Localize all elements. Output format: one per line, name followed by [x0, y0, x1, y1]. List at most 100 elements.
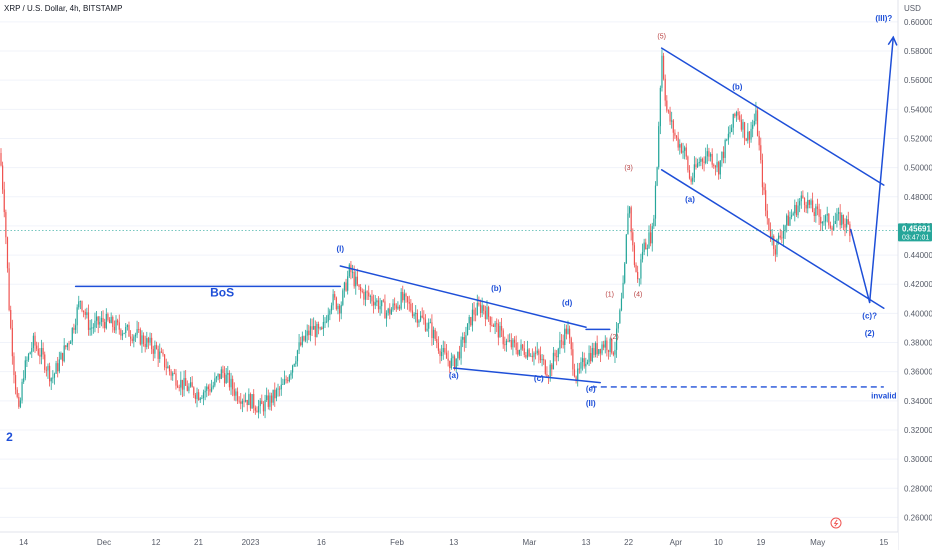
candle-body [311, 326, 313, 330]
candle-body [664, 78, 666, 101]
candle-body [353, 271, 355, 287]
candle-body [786, 215, 788, 226]
candle-body [317, 324, 320, 329]
candle-body [682, 150, 684, 153]
candle-body [319, 327, 321, 329]
channel-lower-line[interactable] [660, 169, 885, 310]
candle-body [343, 282, 346, 291]
candle-body [23, 378, 25, 382]
candle-body [684, 147, 686, 151]
x-tick-label: 14 [19, 538, 28, 547]
candle-body [300, 342, 302, 346]
candle-body [586, 362, 589, 364]
price-badge-countdown: 03:47:01 [902, 234, 929, 241]
candle-body [204, 390, 206, 393]
projection-down-line[interactable] [849, 228, 871, 304]
candle-body [262, 404, 265, 412]
candle-body [279, 388, 281, 390]
candle-body [309, 326, 312, 336]
candle-body [40, 347, 43, 357]
triangle-lower-line[interactable] [452, 367, 601, 384]
candle-body [270, 395, 273, 403]
candle-body [384, 301, 386, 319]
candle-body [653, 218, 655, 227]
candle-body [416, 312, 418, 323]
candle-body [685, 147, 687, 157]
candle-body [513, 339, 516, 343]
candle-body [755, 110, 757, 121]
time-axis[interactable] [0, 532, 898, 550]
x-tick-label: Apr [670, 538, 683, 547]
candle-body [402, 292, 404, 301]
candle-body [39, 354, 41, 357]
candle-body [295, 361, 297, 365]
candle-body [236, 391, 239, 401]
candle-body [285, 379, 287, 381]
candle-body [693, 164, 695, 178]
candle-body [680, 144, 682, 153]
candle-body [774, 249, 776, 255]
candle-body [152, 349, 154, 354]
candle-body [347, 276, 349, 291]
candle-body [739, 115, 741, 120]
candle-body [345, 282, 347, 291]
candle-body [133, 336, 135, 341]
candle-body [71, 327, 73, 342]
candle-body [123, 332, 125, 334]
candle-body [750, 128, 752, 140]
triangle-upper-line[interactable] [339, 265, 587, 328]
candle-body [144, 343, 146, 347]
candle-body [779, 235, 781, 238]
candle-body [773, 235, 775, 250]
candle-body [455, 358, 457, 370]
candle-body [810, 200, 812, 205]
candle-body [382, 300, 384, 302]
candle-body [419, 315, 422, 321]
price-axis[interactable] [898, 0, 932, 550]
candle-body [52, 377, 54, 379]
candle-body [186, 385, 188, 391]
candle-body [283, 379, 286, 384]
candle-body [748, 131, 751, 140]
candle-body [512, 339, 514, 348]
y-tick-label: 0.42000 [904, 280, 932, 289]
candle-body [849, 224, 851, 236]
projection-up-line[interactable] [868, 36, 895, 304]
candle-body [407, 296, 409, 303]
channel-upper-line[interactable] [660, 47, 885, 186]
candle-body [708, 151, 710, 157]
candle-body [238, 400, 240, 402]
candle-body [802, 195, 804, 198]
candle-body [441, 352, 443, 357]
candle-body [651, 226, 653, 244]
candle-body [517, 350, 519, 355]
candle-body [799, 201, 801, 206]
candle-body [787, 215, 789, 226]
candle-body [66, 343, 69, 348]
candle-body [666, 100, 668, 111]
candle-body [138, 329, 140, 330]
candle-body [692, 177, 694, 182]
y-tick-label: 0.48000 [904, 193, 932, 202]
candle-body [304, 335, 307, 341]
y-tick-label: 0.26000 [904, 513, 932, 522]
candle-body [403, 293, 405, 301]
candle-body [646, 248, 648, 250]
candle-body [614, 349, 616, 355]
candle-body [366, 291, 368, 293]
candle-body [612, 352, 614, 355]
candle-body [94, 320, 96, 328]
wave-label-b-triangle: (b) [491, 284, 502, 293]
x-tick-label: 15 [879, 538, 888, 547]
candle-body [823, 221, 825, 223]
candle-body [389, 308, 391, 315]
candle-body [747, 131, 749, 141]
candle-body [718, 162, 720, 175]
candle-body [112, 316, 114, 327]
candle-body [159, 351, 161, 359]
candle-body [640, 259, 642, 279]
candle-body [599, 349, 601, 354]
candle-body [55, 363, 57, 374]
